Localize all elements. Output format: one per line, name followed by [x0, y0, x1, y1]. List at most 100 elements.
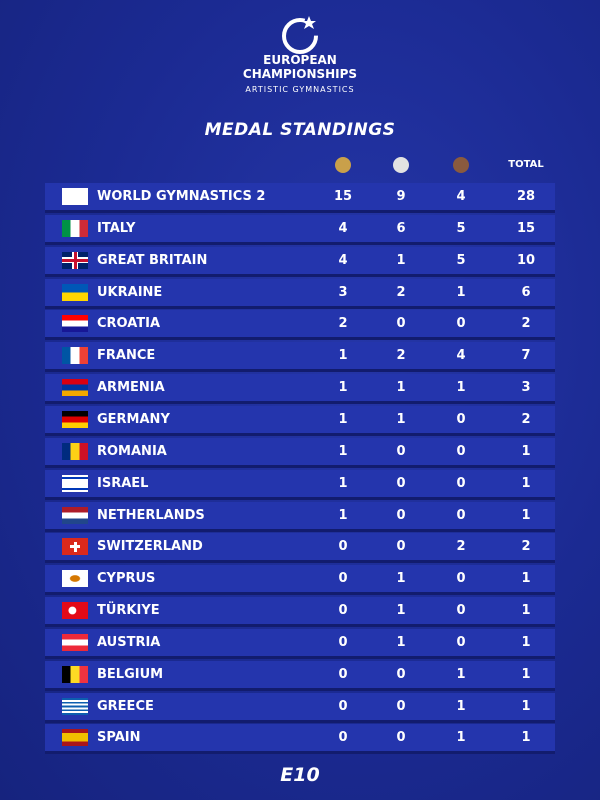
table-row: UKRAINE 3 2 1 6	[45, 278, 555, 306]
gold-count: 1	[338, 507, 348, 523]
country-name: SPAIN	[97, 730, 141, 746]
country-name: ARMENIA	[97, 380, 165, 396]
total-count: 1	[521, 475, 531, 491]
gold-icon	[335, 157, 351, 173]
bronze-count: 1	[456, 284, 466, 300]
country-name: UKRAINE	[97, 284, 163, 300]
flag	[62, 602, 88, 620]
gold-count: 4	[338, 220, 348, 236]
flag	[62, 570, 88, 588]
silver-count: 2	[396, 284, 406, 300]
logo-line: ARTISTIC GYMNASTICS	[245, 85, 355, 94]
country-name: TÜRKIYE	[97, 603, 160, 619]
silver-count: 0	[396, 698, 406, 714]
country-name: SWITZERLAND	[97, 539, 203, 555]
bronze-count: 2	[456, 539, 466, 555]
silver-count: 0	[396, 666, 406, 682]
bronze-count: 0	[456, 603, 466, 619]
table-row: ITALY 4 6 5 15	[45, 214, 555, 242]
silver-count: 1	[396, 603, 406, 619]
flag	[62, 697, 88, 715]
table-row: ROMANIA 1 0 0 1	[45, 437, 555, 465]
silver-count: 0	[396, 475, 406, 491]
total-count: 1	[521, 634, 531, 650]
silver-icon	[393, 157, 409, 173]
table-row: BELGIUM 0 0 1 1	[45, 660, 555, 688]
gold-count: 1	[338, 475, 348, 491]
flag	[62, 442, 88, 460]
table-row: WORLD GYMNASTICS 2 15 9 4 28	[45, 183, 555, 210]
total-count: 1	[521, 666, 531, 682]
bronze-count: 5	[456, 220, 466, 236]
country-name: WORLD GYMNASTICS 2	[97, 189, 266, 204]
silver-count: 1	[396, 411, 406, 427]
flag	[62, 633, 88, 651]
total-count: 7	[521, 348, 531, 364]
table-row: SPAIN 0 0 1 1	[45, 724, 555, 752]
country-name: BELGIUM	[97, 666, 164, 682]
flag	[62, 729, 88, 747]
flag	[62, 665, 88, 683]
total-count: 1	[521, 698, 531, 714]
table-row: SWITZERLAND 0 0 2 2	[45, 533, 555, 561]
gold-count: 3	[338, 284, 348, 300]
bronze-count: 0	[456, 634, 466, 650]
bronze-count: 1	[456, 666, 466, 682]
silver-count: 0	[396, 507, 406, 523]
bronze-count: 0	[456, 507, 466, 523]
bronze-count: 4	[456, 189, 466, 204]
country-name: CROATIA	[97, 316, 161, 332]
bronze-count: 0	[456, 475, 466, 491]
table-row: CYPRUS 0 1 0 1	[45, 565, 555, 593]
silver-count: 1	[396, 571, 406, 587]
total-count: 10	[516, 252, 536, 268]
table-row: ARMENIA 1 1 1 3	[45, 374, 555, 402]
gold-count: 0	[338, 603, 348, 619]
gold-count: 0	[338, 634, 348, 650]
logo-line: CHAMPIONSHIPS	[242, 67, 358, 81]
total-count: 1	[521, 571, 531, 587]
table-row: TÜRKIYE 0 1 0 1	[45, 597, 555, 625]
flag	[62, 379, 88, 397]
total-count: 1	[521, 507, 531, 523]
bronze-count: 1	[456, 380, 466, 396]
total-count: 3	[521, 380, 531, 396]
total-count: 2	[521, 316, 531, 332]
silver-count: 9	[396, 189, 406, 204]
bronze-count: 1	[456, 698, 466, 714]
total-count: 1	[521, 730, 531, 746]
flag	[62, 347, 88, 365]
table-row: GERMANY 1 1 0 2	[45, 405, 555, 433]
silver-count: 1	[396, 380, 406, 396]
bronze-count: 0	[456, 443, 466, 459]
table-row: AUSTRIA 0 1 0 1	[45, 628, 555, 656]
gold-count: 0	[338, 730, 348, 746]
table-row: CROATIA 2 0 0 2	[45, 310, 555, 338]
bronze-count: 4	[456, 348, 466, 364]
gold-count: 1	[338, 411, 348, 427]
logo-line: EUROPEAN	[263, 53, 337, 67]
flag	[62, 219, 88, 237]
table-row: NETHERLANDS 1 0 0 1	[45, 501, 555, 529]
bronze-count: 0	[456, 411, 466, 427]
country-name: GREECE	[97, 698, 154, 714]
total-count: 6	[521, 284, 531, 300]
gold-count: 0	[338, 539, 348, 555]
total-count: 2	[521, 411, 531, 427]
country-name: ISRAEL	[97, 475, 149, 491]
silver-count: 6	[396, 220, 406, 236]
gold-count: 0	[338, 571, 348, 587]
bronze-count: 1	[456, 730, 466, 746]
silver-count: 0	[396, 539, 406, 555]
country-name: NETHERLANDS	[97, 507, 205, 523]
gold-count: 2	[338, 316, 348, 332]
bronze-icon	[453, 157, 469, 173]
country-name: CYPRUS	[97, 571, 156, 587]
country-name: FRANCE	[97, 348, 156, 364]
footer-logo: E10	[280, 764, 320, 786]
silver-count: 0	[396, 316, 406, 332]
bronze-count: 0	[456, 571, 466, 587]
gold-count: 1	[338, 443, 348, 459]
total-header: TOTAL	[508, 159, 544, 170]
